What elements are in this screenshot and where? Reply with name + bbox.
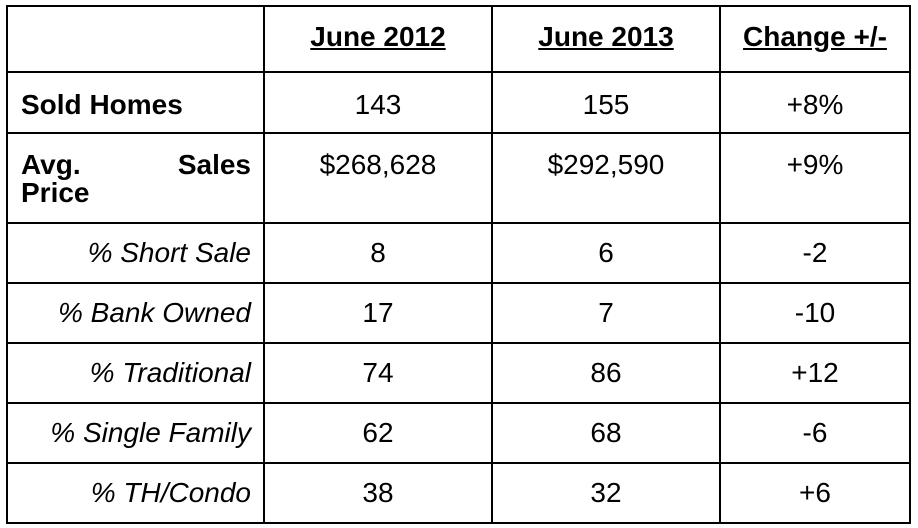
sales-stats-table: June 2012 June 2013 Change +/- Sold Home…: [6, 5, 911, 524]
row-label-single-family: % Single Family: [6, 402, 265, 464]
row-label-short-sale: % Short Sale: [6, 222, 265, 284]
row-label-sold-homes: Sold Homes: [6, 71, 265, 134]
row-label-bank-owned: % Bank Owned: [6, 282, 265, 344]
table-row: % Bank Owned 17 7 -10: [6, 282, 911, 344]
cell-sold-2013: 155: [491, 71, 721, 134]
header-june-2013: June 2013: [491, 5, 721, 73]
cell-bank-owned-2012: 17: [263, 282, 493, 344]
avg-label-word: Avg.: [21, 149, 81, 180]
cell-single-family-change: -6: [719, 402, 911, 464]
table-row-sold-homes: Sold Homes 143 155 +8%: [6, 71, 911, 134]
row-label-traditional: % Traditional: [6, 342, 265, 404]
table-row: % Single Family 62 68 -6: [6, 402, 911, 464]
table-row: % TH/Condo 38 32 +6: [6, 462, 911, 524]
cell-th-condo-change: +6: [719, 462, 911, 524]
cell-bank-owned-2013: 7: [491, 282, 721, 344]
header-corner-cell: [6, 5, 265, 73]
cell-traditional-2012: 74: [263, 342, 493, 404]
cell-traditional-2013: 86: [491, 342, 721, 404]
sales-label-word: Sales: [177, 149, 251, 180]
table-row: % Traditional 74 86 +12: [6, 342, 911, 404]
row-label-avg-sales-price: Avg. Sales Price: [6, 132, 265, 224]
cell-th-condo-2012: 38: [263, 462, 493, 524]
header-change: Change +/-: [719, 5, 911, 73]
cell-traditional-change: +12: [719, 342, 911, 404]
table-row-avg-sales-price: Avg. Sales Price $268,628 $292,590 +9%: [6, 132, 911, 224]
cell-single-family-2013: 68: [491, 402, 721, 464]
cell-sold-change: +8%: [719, 71, 911, 134]
cell-bank-owned-change: -10: [719, 282, 911, 344]
table-row: % Short Sale 8 6 -2: [6, 222, 911, 284]
cell-price-2013: $292,590: [491, 132, 721, 224]
cell-sold-2012: 143: [263, 71, 493, 134]
row-label-th-condo: % TH/Condo: [6, 462, 265, 524]
cell-th-condo-2013: 32: [491, 462, 721, 524]
cell-price-change: +9%: [719, 132, 911, 224]
cell-price-2012: $268,628: [263, 132, 493, 224]
header-june-2012: June 2012: [263, 5, 493, 73]
cell-short-sale-2012: 8: [263, 222, 493, 284]
cell-short-sale-change: -2: [719, 222, 911, 284]
cell-short-sale-2013: 6: [491, 222, 721, 284]
price-label-word: Price: [21, 177, 90, 208]
cell-single-family-2012: 62: [263, 402, 493, 464]
table-header-row: June 2012 June 2013 Change +/-: [6, 5, 911, 73]
